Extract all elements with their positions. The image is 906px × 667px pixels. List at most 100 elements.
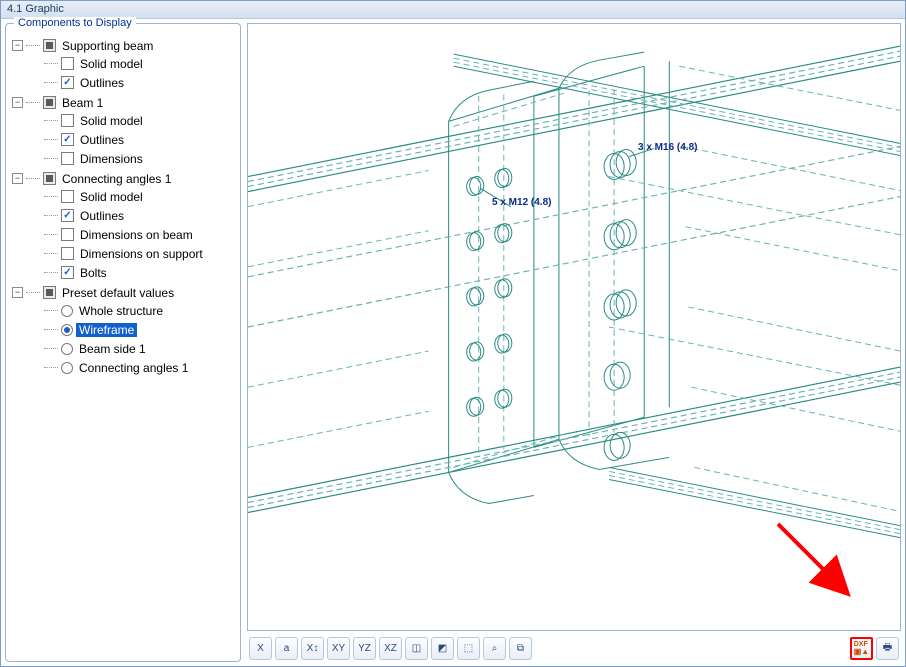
tree-connector xyxy=(26,45,40,46)
expander-icon[interactable]: − xyxy=(12,287,23,298)
tree-connector xyxy=(44,234,58,235)
tree-label[interactable]: Dimensions on support xyxy=(77,247,206,261)
radio[interactable] xyxy=(61,305,73,317)
tree-child-node[interactable]: Beam side 1 xyxy=(10,340,236,357)
tree-child-node[interactable]: Dimensions on support xyxy=(10,245,236,262)
export-dxf-button[interactable]: DXF▣▲ xyxy=(850,637,873,660)
window-title: 4.1 Graphic xyxy=(1,1,905,19)
checkbox[interactable] xyxy=(43,96,56,109)
tree-node[interactable]: − Preset default values xyxy=(10,284,236,301)
tree-connector xyxy=(44,139,58,140)
checkbox[interactable] xyxy=(43,286,56,299)
tree-child-node[interactable]: Connecting angles 1 xyxy=(10,359,236,376)
tree-connector xyxy=(26,178,40,179)
checkbox[interactable] xyxy=(61,133,74,146)
tree-connector xyxy=(44,215,58,216)
tree-child-node[interactable]: Wireframe xyxy=(10,321,236,338)
radio[interactable] xyxy=(61,324,73,336)
tree-label[interactable]: Connecting angles 1 xyxy=(59,172,174,186)
view-x-arrows-button[interactable]: X↕ xyxy=(301,637,324,660)
tree-connector xyxy=(44,82,58,83)
tree-child-node[interactable]: Outlines xyxy=(10,74,236,91)
print-button[interactable]: 🖶 xyxy=(876,637,899,660)
tree-child-node[interactable]: Bolts xyxy=(10,264,236,281)
checkbox[interactable] xyxy=(61,152,74,165)
tree-label[interactable]: Wireframe xyxy=(76,323,137,337)
tree-node[interactable]: − Supporting beam xyxy=(10,37,236,54)
tree-label[interactable]: Solid model xyxy=(77,114,146,128)
tree-label[interactable]: Dimensions xyxy=(77,152,146,166)
content-area: Components to Display − Supporting beam So… xyxy=(1,19,905,666)
tree-child-node[interactable]: Outlines xyxy=(10,131,236,148)
tree-connector xyxy=(44,367,58,368)
tree-label[interactable]: Connecting angles 1 xyxy=(76,361,191,375)
tree-connector xyxy=(44,158,58,159)
tree-label[interactable]: Beam side 1 xyxy=(76,342,149,356)
tree-connector xyxy=(44,196,58,197)
tree-child-node[interactable]: Whole structure xyxy=(10,302,236,319)
copy-view-button[interactable]: ⧉ xyxy=(509,637,532,660)
tree-node[interactable]: − Beam 1 xyxy=(10,94,236,111)
radio[interactable] xyxy=(61,362,73,374)
tree-child-node[interactable]: Solid model xyxy=(10,112,236,129)
view-3d-button[interactable]: ⬚ xyxy=(457,637,480,660)
tree-label[interactable]: Solid model xyxy=(77,190,146,204)
tree-child-node[interactable]: Solid model xyxy=(10,55,236,72)
checkbox[interactable] xyxy=(43,172,56,185)
view-iso1-button[interactable]: ◫ xyxy=(405,637,428,660)
expander-icon[interactable]: − xyxy=(12,173,23,184)
tree-connector xyxy=(44,310,58,311)
graphic-panel: 4.1 Graphic Components to Display − Suppo… xyxy=(0,0,906,667)
tree-label[interactable]: Outlines xyxy=(77,133,127,147)
components-groupbox: Components to Display −Supporting beamSo… xyxy=(5,23,241,662)
view-xy-button[interactable]: XY xyxy=(327,637,350,660)
checkbox[interactable] xyxy=(61,266,74,279)
tree-child-node[interactable]: Dimensions on beam xyxy=(10,226,236,243)
tree-child-node[interactable]: Outlines xyxy=(10,207,236,224)
tree-connector xyxy=(44,253,58,254)
expander-icon[interactable]: − xyxy=(12,40,23,51)
tree-label[interactable]: Solid model xyxy=(77,57,146,71)
expander-icon[interactable]: − xyxy=(12,97,23,108)
tree-connector xyxy=(26,102,40,103)
tree-label[interactable]: Outlines xyxy=(77,209,127,223)
checkbox[interactable] xyxy=(61,76,74,89)
groupbox-title: Components to Display xyxy=(14,17,136,29)
checkbox[interactable] xyxy=(61,190,74,203)
sidebar: Components to Display −Supporting beamSo… xyxy=(5,23,241,662)
tree-connector xyxy=(44,63,58,64)
view-iso2-button[interactable]: ◩ xyxy=(431,637,454,660)
tree-label[interactable]: Beam 1 xyxy=(59,96,106,110)
tree-connector xyxy=(44,272,58,273)
checkbox[interactable] xyxy=(61,247,74,260)
checkbox[interactable] xyxy=(61,228,74,241)
checkbox[interactable] xyxy=(61,209,74,222)
tree-label[interactable]: Preset default values xyxy=(59,286,177,300)
component-tree[interactable]: − Supporting beam Solid model Outlines − Beam… xyxy=(10,36,236,378)
wireframe-drawing xyxy=(248,24,900,630)
view-yz-button[interactable]: YZ xyxy=(353,637,376,660)
zoom-button[interactable]: ⌕ xyxy=(483,637,506,660)
tree-node[interactable]: − Connecting angles 1 xyxy=(10,170,236,187)
view-x-button[interactable]: X xyxy=(249,637,272,660)
view-xz-button[interactable]: XZ xyxy=(379,637,402,660)
tree-connector xyxy=(44,348,58,349)
tree-label[interactable]: Dimensions on beam xyxy=(77,228,196,242)
bolt-annotation-right: 3 x M16 (4.8) xyxy=(638,142,697,153)
tree-label[interactable]: Supporting beam xyxy=(59,39,156,53)
tree-connector xyxy=(44,120,58,121)
tree-connector xyxy=(26,292,40,293)
tree-label[interactable]: Bolts xyxy=(77,266,110,280)
checkbox[interactable] xyxy=(43,39,56,52)
radio[interactable] xyxy=(61,343,73,355)
tree-label[interactable]: Outlines xyxy=(77,76,127,90)
tree-label[interactable]: Whole structure xyxy=(76,304,166,318)
view-toolbar: XaX↕XYYZXZ◫◩⬚⌕⧉ DXF▣▲🖶 xyxy=(247,635,901,662)
tree-child-node[interactable]: Dimensions xyxy=(10,150,236,167)
tree-connector xyxy=(44,329,58,330)
checkbox[interactable] xyxy=(61,57,74,70)
tree-child-node[interactable]: Solid model xyxy=(10,188,236,205)
graphic-canvas[interactable]: 5 x M12 (4.8) 3 x M16 (4.8) xyxy=(247,23,901,631)
view-label-a-button[interactable]: a xyxy=(275,637,298,660)
checkbox[interactable] xyxy=(61,114,74,127)
